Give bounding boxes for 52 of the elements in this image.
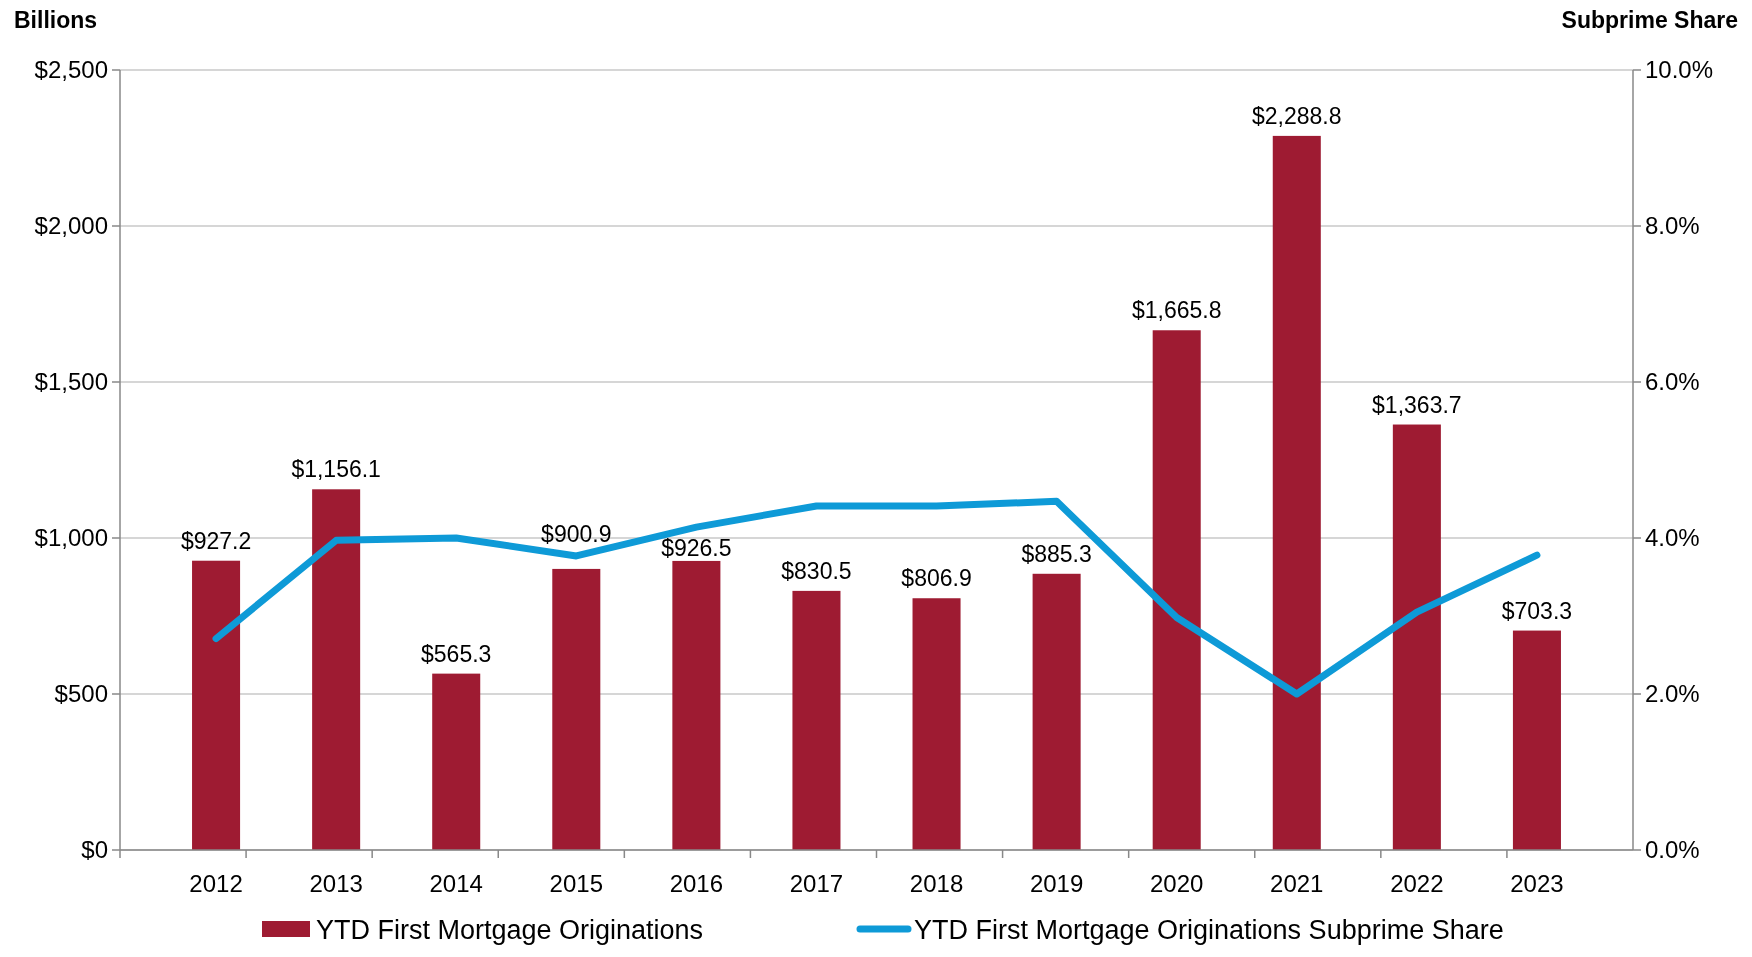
data-label: $927.2 [180, 527, 252, 554]
data-label: $900.9 [541, 520, 612, 547]
y2-tick-label: 4.0% [1645, 524, 1700, 552]
y-axis-title: Billions [14, 7, 98, 33]
data-label: $885.3 [1021, 540, 1092, 567]
x-tick-label: 2018 [909, 870, 964, 897]
bar [912, 598, 961, 850]
legend-label: YTD First Mortgage Originations Subprime Share [914, 915, 1504, 945]
x-tick-label: 2012 [189, 870, 243, 897]
bar [192, 560, 241, 850]
y-tick-label: $1,000 [34, 524, 108, 552]
data-label: $2,288.8 [1252, 102, 1342, 129]
data-label: $926.5 [661, 534, 732, 561]
y-tick-label: $2,500 [34, 56, 108, 84]
bar [672, 560, 721, 850]
bar [1512, 630, 1561, 850]
data-label: $703.3 [1501, 597, 1573, 624]
x-tick-label: 2019 [1029, 870, 1084, 897]
y2-tick-label: 2.0% [1645, 680, 1700, 708]
bar [312, 489, 361, 850]
y-tick-label: $500 [54, 680, 108, 708]
bar [552, 568, 601, 850]
x-tick-label: 2020 [1150, 870, 1204, 897]
bar [1152, 330, 1201, 850]
y2-tick-label: 0.0% [1645, 836, 1700, 864]
data-label: $1,156.1 [291, 456, 381, 483]
x-tick-label: 2023 [1510, 870, 1564, 897]
x-tick-label: 2017 [789, 870, 844, 897]
bar [1392, 424, 1441, 850]
bar [1032, 573, 1081, 850]
data-label: $830.5 [781, 557, 852, 584]
y2-axis-title: Subprime Share [1561, 7, 1738, 33]
bar [1272, 135, 1321, 850]
x-tick-label: 2014 [429, 870, 483, 897]
y-tick-label: $0 [81, 836, 108, 864]
x-tick-label: 2021 [1270, 870, 1324, 897]
y-tick-label: $2,000 [34, 212, 108, 240]
x-tick-label: 2015 [549, 870, 603, 897]
y2-tick-label: 10.0% [1645, 56, 1714, 84]
bar [432, 673, 481, 850]
data-label: $1,665.8 [1131, 297, 1222, 324]
y2-tick-label: 6.0% [1645, 368, 1700, 396]
data-label: $806.9 [901, 565, 972, 592]
bar [792, 590, 841, 850]
data-label: $565.3 [421, 640, 492, 667]
x-tick-label: 2022 [1390, 870, 1444, 897]
y-tick-label: $1,500 [34, 368, 108, 396]
x-tick-label: 2013 [309, 870, 363, 897]
x-tick-label: 2016 [669, 870, 724, 897]
data-label: $1,363.7 [1372, 391, 1462, 418]
legend-label: YTD First Mortgage Originations [316, 915, 704, 945]
y2-tick-label: 8.0% [1645, 212, 1700, 240]
